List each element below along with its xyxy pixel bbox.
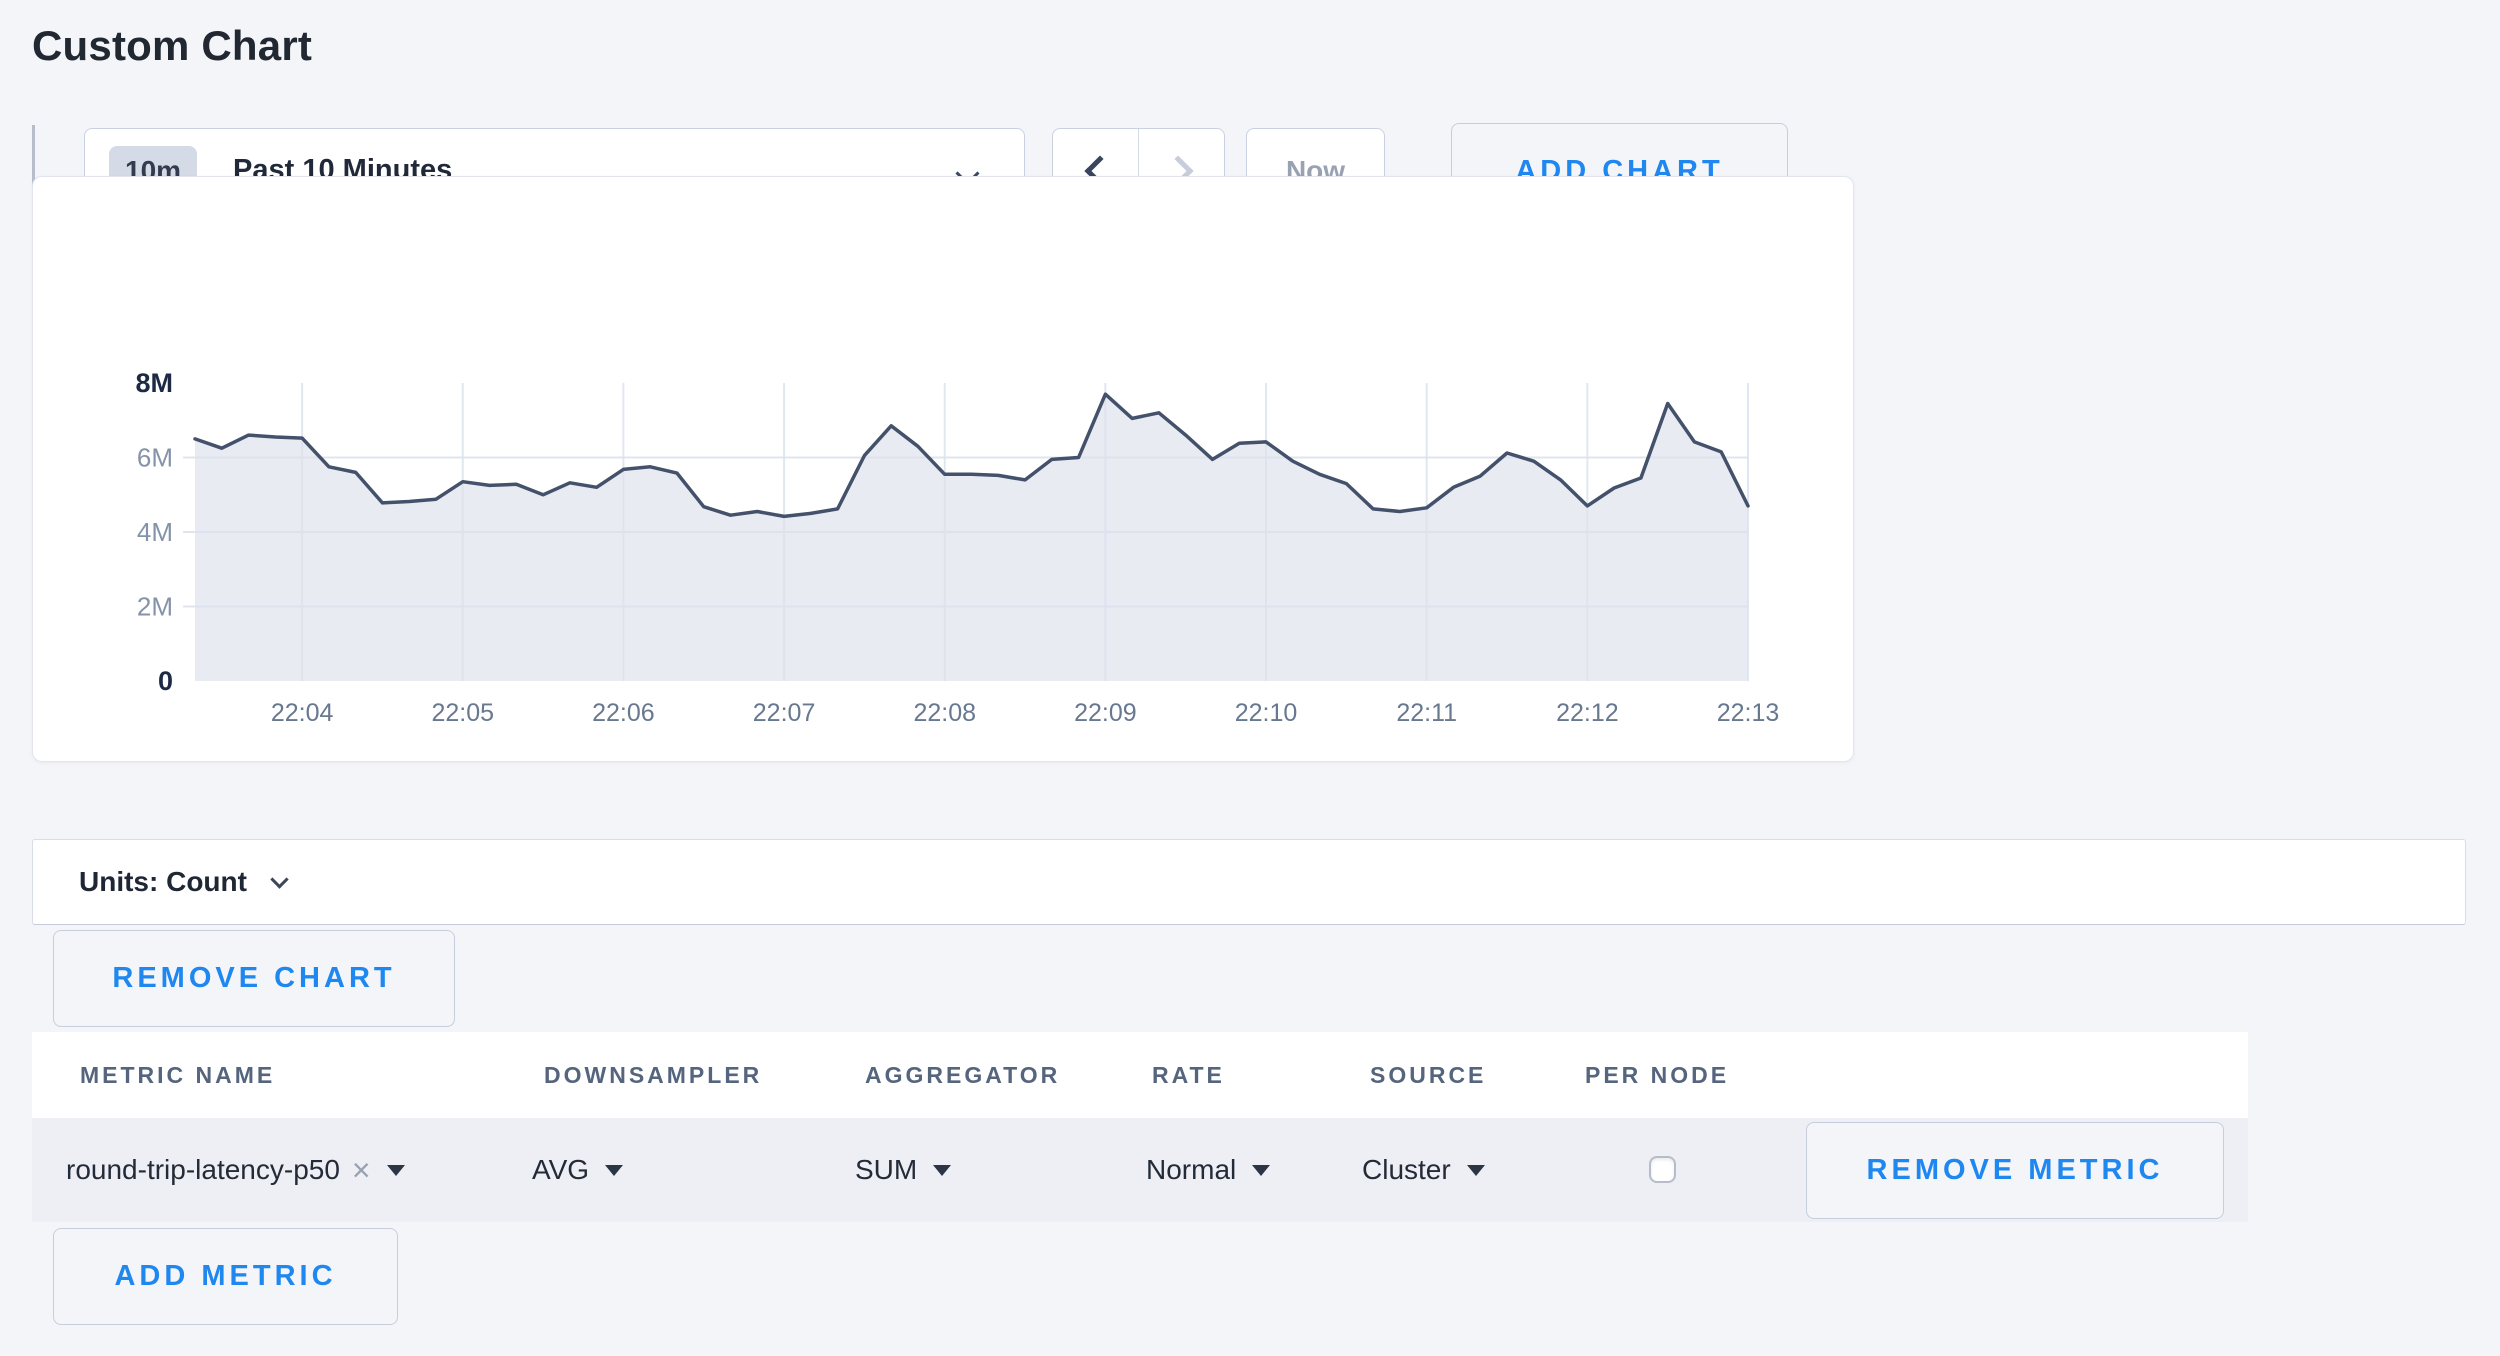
column-header-source: SOURCE: [1370, 1061, 1487, 1088]
svg-text:22:09: 22:09: [1074, 699, 1137, 727]
svg-text:8M: 8M: [135, 368, 173, 398]
svg-text:22:12: 22:12: [1556, 699, 1619, 727]
caret-down-icon: [933, 1164, 952, 1176]
svg-text:6M: 6M: [137, 443, 173, 473]
timeseries-chart: 0 2M 4M 6M 8M 22:04 22:05 22:06 22:07 22:08 22:09 2…: [135, 368, 1780, 727]
svg-text:0: 0: [158, 666, 173, 696]
rate-value: Normal: [1146, 1154, 1237, 1185]
remove-chart-button[interactable]: REMOVE CHART: [53, 930, 455, 1027]
prev-time-button[interactable]: [1053, 129, 1139, 212]
per-node-checkbox[interactable]: [1649, 1156, 1676, 1183]
svg-text:22:06: 22:06: [592, 699, 655, 727]
chevron-down-icon: [270, 869, 289, 889]
caret-down-icon: [1252, 1164, 1271, 1176]
caret-down-icon: [605, 1164, 624, 1176]
aggregator-select[interactable]: SUM: [855, 1118, 952, 1222]
column-header-downsampler: DOWNSAMPLER: [544, 1061, 763, 1088]
downsampler-value: AVG: [532, 1154, 590, 1185]
svg-text:22:04: 22:04: [271, 699, 334, 727]
svg-text:2M: 2M: [137, 592, 173, 622]
add-metric-button[interactable]: ADD METRIC: [53, 1228, 398, 1325]
units-label: Units: Count: [79, 866, 247, 897]
rate-select[interactable]: Normal: [1146, 1118, 1271, 1222]
source-value: Cluster: [1362, 1154, 1451, 1185]
aggregator-value: SUM: [855, 1154, 918, 1185]
metrics-table-header: METRIC NAME DOWNSAMPLER AGGREGATOR RATE …: [32, 1032, 2248, 1118]
caret-down-icon: [386, 1164, 405, 1176]
chart-card: 0 2M 4M 6M 8M 22:04 22:05 22:06 22:07 22:08 22:09 2…: [32, 176, 1854, 762]
downsampler-select[interactable]: AVG: [532, 1118, 624, 1222]
column-header-rate: RATE: [1152, 1061, 1225, 1088]
remove-metric-name-icon[interactable]: ×: [351, 1151, 371, 1188]
column-header-per-node: PER NODE: [1585, 1061, 1730, 1088]
caret-down-icon: [1466, 1164, 1485, 1176]
column-header-metric-name: METRIC NAME: [80, 1061, 276, 1088]
svg-text:22:11: 22:11: [1396, 699, 1457, 727]
svg-text:22:10: 22:10: [1235, 699, 1298, 727]
remove-metric-button[interactable]: REMOVE METRIC: [1806, 1122, 2224, 1219]
column-header-aggregator: AGGREGATOR: [865, 1061, 1061, 1088]
units-dropdown[interactable]: Units: Count: [32, 839, 2466, 925]
source-select[interactable]: Cluster: [1362, 1118, 1485, 1222]
page-title: Custom Chart: [32, 22, 313, 69]
svg-text:22:13: 22:13: [1717, 699, 1780, 727]
metric-name-select[interactable]: round-trip-latency-p50 ×: [66, 1118, 405, 1222]
metric-name-value: round-trip-latency-p50: [66, 1154, 340, 1185]
svg-text:22:05: 22:05: [431, 699, 494, 727]
svg-text:4M: 4M: [137, 517, 173, 547]
svg-text:22:07: 22:07: [753, 699, 816, 727]
svg-text:22:08: 22:08: [913, 699, 976, 727]
section-divider: [32, 125, 35, 215]
